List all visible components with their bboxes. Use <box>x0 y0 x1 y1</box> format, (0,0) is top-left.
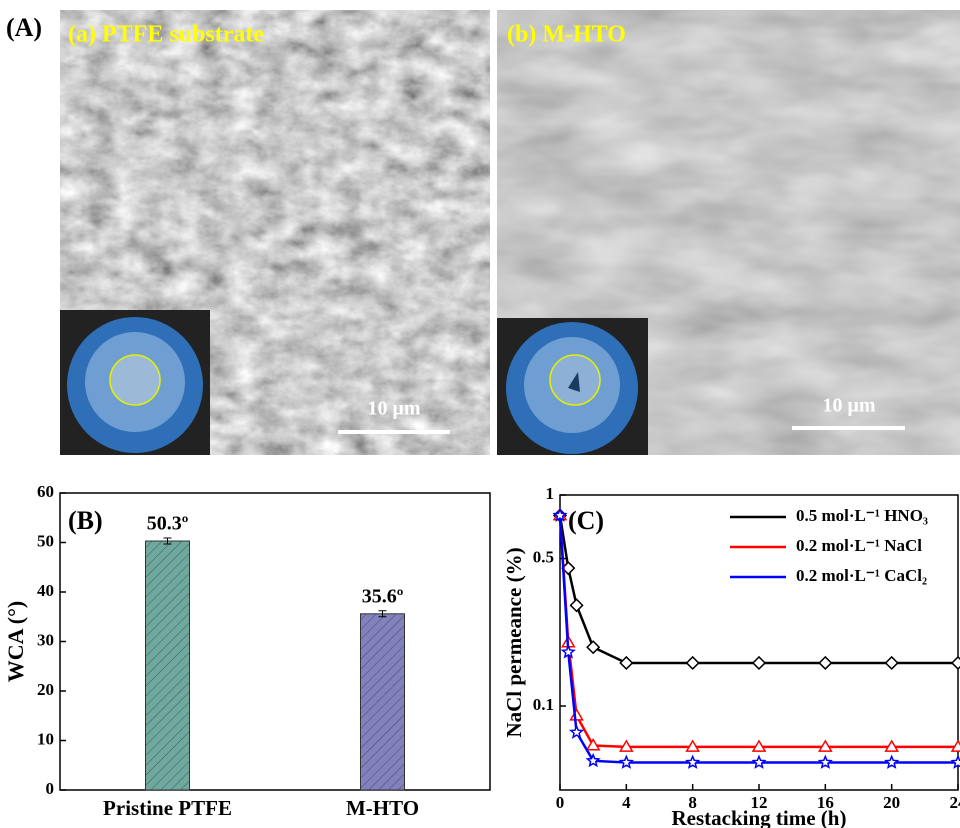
x-tick-label: 24 <box>950 793 960 812</box>
image-label: (b) M-HTO <box>507 22 626 48</box>
marker <box>587 641 599 653</box>
image-label: (a) PTFE substrate <box>68 22 264 48</box>
marker <box>620 657 632 669</box>
value-label: 35.6º <box>362 585 404 607</box>
legend-label: 0.2 mol·L⁻¹ NaCl <box>796 536 922 555</box>
marker <box>886 756 897 767</box>
marker <box>571 710 583 720</box>
y-tick-label: 40 <box>37 581 54 600</box>
marker <box>952 657 960 669</box>
marker <box>563 646 574 657</box>
marker <box>753 657 765 669</box>
legend-label: 0.2 mol·L⁻¹ CaCl₂ <box>796 566 927 585</box>
y-tick-label: 60 <box>37 482 54 501</box>
marker <box>571 599 583 611</box>
x-tick-label: M-HTO <box>346 796 419 820</box>
marker <box>621 756 632 767</box>
x-tick-label: Pristine PTFE <box>103 796 232 820</box>
x-axis-label: Restacking time (h) <box>672 806 847 828</box>
marker <box>753 756 764 767</box>
bar-hatch <box>361 614 405 790</box>
chart-title: (B) <box>68 506 103 535</box>
figure: 10 μm 10 μm (A) (a) PTFE substrate (b) M… <box>0 0 960 828</box>
value-label: 50.3º <box>147 513 189 535</box>
y-tick-label: 1 <box>546 484 555 503</box>
marker <box>820 756 831 767</box>
marker <box>687 657 699 669</box>
y-tick-label: 10 <box>37 729 54 748</box>
marker <box>952 756 960 767</box>
y-tick-label: 0.5 <box>533 547 554 566</box>
y-axis-label: WCA (°) <box>3 601 28 683</box>
panel-label: (A) <box>6 13 42 42</box>
y-tick-label: 30 <box>37 630 54 649</box>
x-tick-label: 20 <box>883 793 900 812</box>
plot-frame <box>60 493 490 790</box>
marker <box>687 756 698 767</box>
y-tick-label: 20 <box>37 680 54 699</box>
legend-label: 0.5 mol·L⁻¹ HNO₃ <box>796 506 928 525</box>
y-tick-label: 0.1 <box>533 695 554 714</box>
inset-photo <box>497 318 648 455</box>
marker <box>886 657 898 669</box>
y-tick-label: 50 <box>37 531 54 550</box>
inset-photo <box>60 310 210 455</box>
bar-hatch <box>146 541 190 790</box>
x-tick-label: 4 <box>622 793 631 812</box>
marker <box>571 726 582 737</box>
chart-title: (C) <box>568 506 604 535</box>
scale-label: 10 μm <box>823 395 876 417</box>
y-axis-label: NaCl permeance (%) <box>502 547 526 737</box>
marker <box>819 657 831 669</box>
x-tick-label: 0 <box>556 793 565 812</box>
y-tick-label: 0 <box>46 779 55 798</box>
scale-label: 10 μm <box>368 398 421 420</box>
